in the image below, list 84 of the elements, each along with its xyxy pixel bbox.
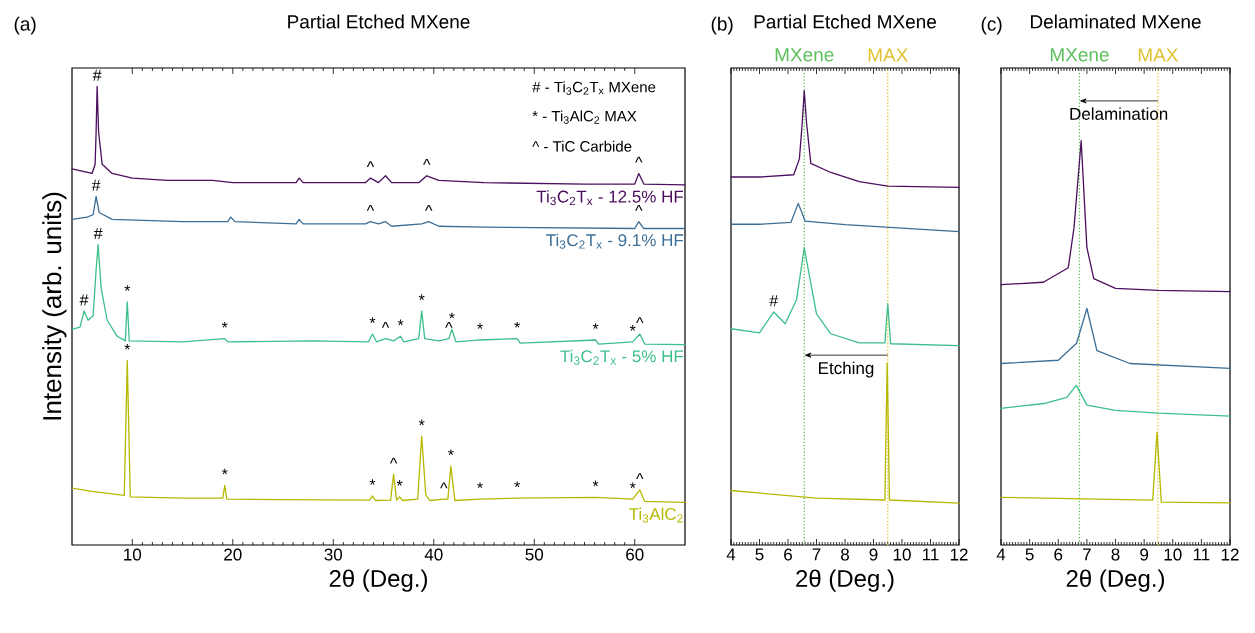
annotation: ^ — [425, 204, 433, 211]
annotation: Etching — [819, 361, 874, 378]
chart-title: Partial Etched MXene — [288, 14, 470, 29]
x-tick-label: 6 — [784, 548, 792, 561]
annotation: ^ - TiC Carbide — [532, 140, 632, 152]
text: Delamination — [1070, 107, 1168, 120]
series-label: Ti$_{3}$C$_{2}$T$_{x}$ - 9.1% HF — [546, 233, 684, 249]
annotation: * — [418, 419, 425, 426]
annotation: ^ — [635, 204, 643, 211]
x-tick-label: 11 — [922, 548, 939, 561]
annotation: ^ — [366, 161, 375, 168]
series-label: Ti$_{3}$C$_{2}$T$_{x}$ - 5% HF — [560, 349, 684, 365]
annotation: ^ — [440, 482, 448, 489]
annotation: # — [93, 227, 103, 239]
annotation: * — [418, 294, 425, 300]
annotation: * — [124, 343, 131, 350]
x-axis-title: 2θ (Deg.) — [1066, 569, 1165, 592]
annotation: * — [477, 482, 483, 489]
y-axis-title: Intensity (arb. units) — [42, 192, 67, 420]
annotation: ^ — [636, 473, 644, 479]
x-tick-label: 10 — [124, 548, 142, 561]
annotation: * — [514, 321, 521, 328]
annotation: * - Ti$_{3}$AlC$_{2}$ MAX — [532, 110, 637, 124]
x-tick-label: 20 — [224, 548, 242, 561]
chart-title: Partial Etched MXene — [754, 14, 937, 29]
annotation: * — [397, 319, 404, 326]
annotation: * — [448, 449, 454, 456]
x-tick-label: 10 — [1164, 548, 1182, 561]
annotation: ^ — [381, 321, 390, 328]
annotation: * — [592, 480, 599, 487]
x-tick-label: 6 — [1054, 548, 1063, 561]
annotation: * — [369, 479, 376, 485]
x-tick-label: 50 — [525, 548, 544, 561]
annotation: # - Ti$_{3}$C$_{2}$T$_{x}$ MXene — [532, 81, 656, 95]
x-tick-label: 5 — [1025, 548, 1034, 561]
x-tick-label: 10 — [893, 548, 911, 561]
x-tick-label: 7 — [1083, 548, 1091, 561]
annotation: ^ — [423, 159, 431, 165]
ref-line-label: MXene — [775, 48, 834, 62]
text: (c) — [981, 16, 1002, 35]
annotation: # — [91, 179, 101, 191]
annotation: # — [79, 294, 89, 306]
chart-title: Delaminated MXene — [1031, 14, 1201, 29]
x-axis-title: 2θ (Deg.) — [329, 569, 427, 592]
annotation: * — [629, 325, 636, 331]
text: (a) — [14, 16, 36, 35]
annotation: * — [221, 468, 228, 475]
ref-line-label: MXene — [1050, 48, 1109, 62]
annotation: ^ — [389, 457, 398, 464]
x-axis-title: 2θ (Deg.) — [796, 569, 894, 592]
annotation: * — [449, 312, 455, 319]
annotation: # — [769, 295, 779, 307]
ref-line-label: MAX — [1138, 48, 1179, 62]
x-tick-label: 8 — [1111, 548, 1120, 561]
ref-line-label: MAX — [868, 48, 908, 62]
x-tick-label: 12 — [1221, 548, 1239, 561]
series-label: Ti$_{3}$AlC$_{2}$ — [629, 507, 683, 523]
x-tick-label: 11 — [1193, 548, 1210, 561]
x-tick-label: 9 — [1140, 548, 1149, 561]
annotation: * — [592, 323, 599, 329]
x-tick-label: 9 — [869, 548, 878, 561]
annotation: * — [221, 321, 228, 328]
x-tick-label: 30 — [324, 548, 343, 561]
annotation: ^ — [445, 321, 453, 328]
x-tick-label: 7 — [812, 548, 821, 561]
x-tick-label: 40 — [424, 548, 443, 561]
annotation: ^ — [635, 156, 643, 163]
annotation: ^ — [366, 204, 375, 211]
annotation: * — [396, 480, 403, 486]
annotation: * — [124, 285, 131, 291]
x-tick-label: 60 — [626, 548, 644, 561]
x-tick-label: 4 — [726, 548, 736, 561]
annotation: * — [369, 317, 376, 323]
x-tick-label: 8 — [841, 548, 849, 561]
x-tick-label: 12 — [950, 548, 968, 561]
annotation: * — [629, 482, 636, 489]
x-tick-label: 5 — [755, 548, 764, 561]
annotation: ^ — [636, 317, 644, 324]
annotation: * — [514, 481, 521, 488]
annotation: * — [477, 323, 483, 329]
series-label: Ti$_{3}$C$_{2}$T$_{x}$ - 12.5% HF — [536, 190, 684, 206]
x-tick-label: 4 — [996, 548, 1006, 561]
annotation: # — [92, 69, 102, 81]
text: (b) — [711, 16, 733, 35]
